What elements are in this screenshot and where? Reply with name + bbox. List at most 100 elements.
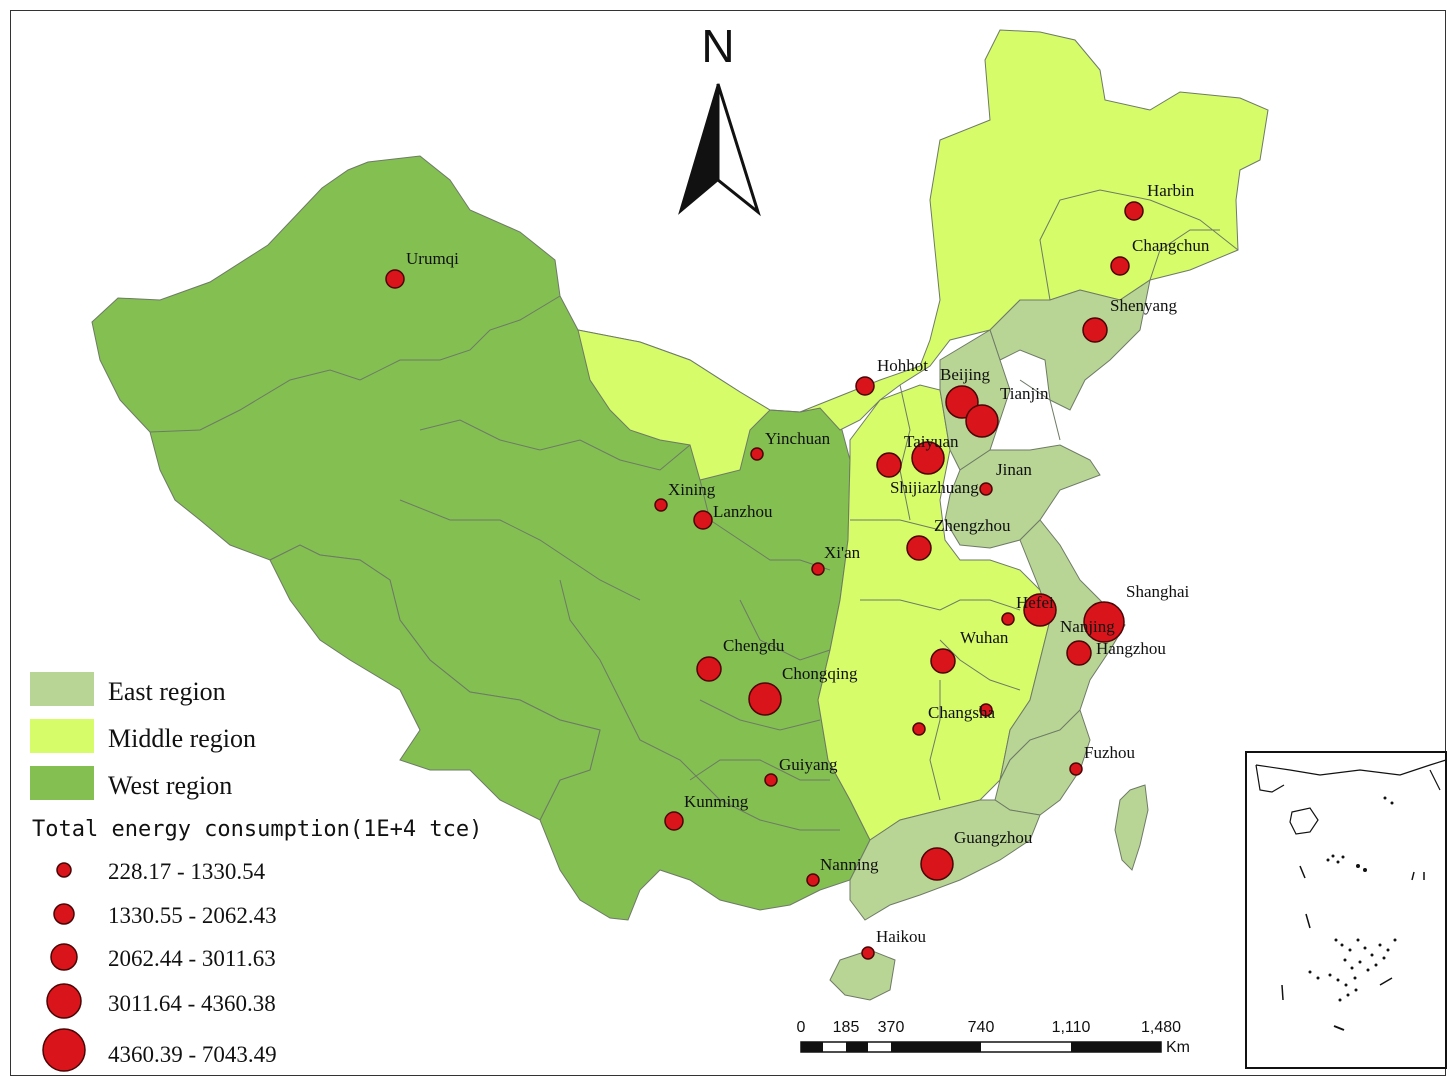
city-marker-urumqi (385, 269, 405, 289)
city-marker-guiyang (764, 773, 778, 787)
legend-class-2-marker (53, 903, 75, 925)
city-marker-xi-an (811, 562, 825, 576)
legend-middle-label: Middle region (108, 724, 256, 753)
city-marker-tianjin (965, 404, 999, 438)
city-label-wuhan: Wuhan (960, 628, 1009, 647)
city-label-nanning: Nanning (820, 855, 879, 874)
north-arrow: N (678, 20, 761, 217)
city-marker-yinchuan (750, 447, 764, 461)
scale-tick-1480: 1,480 (1141, 1019, 1181, 1036)
north-label: N (701, 20, 734, 72)
city-marker-hangzhou (1066, 640, 1092, 666)
shandong-area (944, 444, 1101, 549)
city-label-yinchuan: Yinchuan (765, 429, 831, 448)
inset-frame (1245, 751, 1447, 1069)
scale-seg-3 (891, 1042, 981, 1052)
legend-east-label: East region (108, 677, 226, 706)
city-label-nanjing: Nanjing (1060, 617, 1115, 636)
city-marker-guangzhou (920, 847, 954, 881)
scale-unit: Km (1166, 1039, 1190, 1056)
city-marker-wuhan (930, 648, 956, 674)
city-marker-changsha-region (912, 722, 926, 736)
south-china-sea-inset (1245, 751, 1447, 1069)
city-label-tianjin: Tianjin (1000, 384, 1049, 403)
west-area (91, 155, 871, 921)
city-label-chongqing: Chongqing (782, 664, 858, 683)
liaoning-area (989, 278, 1151, 411)
city-label-hangzhou: Hangzhou (1096, 639, 1166, 658)
legend-east-swatch (30, 672, 94, 706)
city-marker-taiyuan (911, 441, 945, 475)
city-label-xi-an: Xi'an (824, 543, 861, 562)
middle-north-area (577, 29, 1269, 481)
city-marker-nanning (806, 873, 820, 887)
legend-class-5-label: 4360.39 - 7043.49 (108, 1042, 277, 1067)
city-marker-changsha (979, 703, 993, 717)
city-label-haikou: Haikou (876, 927, 927, 946)
legend-class-3-marker (50, 943, 78, 971)
fujian-area (994, 709, 1091, 816)
city-marker-lanzhou (693, 510, 713, 530)
city-label-zhengzhou: Zhengzhou (934, 516, 1011, 535)
city-label-harbin: Harbin (1147, 181, 1195, 200)
city-marker-nanjing (1023, 593, 1057, 627)
north-arrow-left (678, 83, 719, 215)
city-marker-harbin (1124, 201, 1144, 221)
city-label-beijing: Beijing (940, 365, 991, 384)
city-label-guangzhou: Guangzhou (954, 828, 1033, 847)
scale-tick-0: 0 (797, 1019, 806, 1036)
scale-tick-740: 740 (968, 1019, 995, 1036)
legend: East region Middle region West region To… (30, 672, 482, 1072)
city-marker-changchun (1110, 256, 1130, 276)
city-marker-zhengzhou (906, 535, 932, 561)
cities-layer: Harbin Changchun Shenyang Hohhot Beijing Tian… (385, 181, 1210, 960)
legend-class-5-marker (42, 1028, 86, 1072)
city-marker-shenyang (1082, 317, 1108, 343)
hainan-area (829, 949, 896, 1001)
city-marker-chongqing (748, 682, 782, 716)
city-marker-fuzhou (1069, 762, 1083, 776)
xizang-area (269, 544, 601, 821)
city-label-changchun: Changchun (1132, 236, 1210, 255)
legend-class-2-label: 1330.55 - 2062.43 (108, 903, 277, 928)
city-marker-chengdu (696, 656, 722, 682)
city-label-shanghai: Shanghai (1126, 582, 1190, 601)
map-frame (10, 10, 1446, 1076)
legend-middle-swatch (30, 719, 94, 753)
city-label-chengdu: Chengdu (723, 636, 785, 655)
legend-class-1-label: 228.17 - 1330.54 (108, 859, 266, 884)
scale-tick-370: 370 (878, 1019, 905, 1036)
city-label-jinan: Jinan (996, 460, 1032, 479)
legend-class-3-label: 2062.44 - 3011.63 (108, 946, 276, 971)
city-label-taiyuan: Taiyuan (904, 432, 959, 451)
city-marker-kunming (664, 811, 684, 831)
scale-tick-185: 185 (833, 1019, 860, 1036)
city-label-guiyang: Guiyang (779, 755, 838, 774)
city-label-shijiazhuang: Shijiazhuang (890, 478, 979, 497)
city-marker-haikou (861, 946, 875, 960)
legend-class-1-marker (56, 862, 72, 878)
scale-seg-2 (846, 1042, 868, 1052)
legend-title: Total energy consumption(1E+4 tce) (32, 817, 482, 842)
legend-class-4-label: 3011.64 - 4360.38 (108, 991, 276, 1016)
city-marker-xining (654, 498, 668, 512)
city-marker-shijiazhuang (876, 452, 902, 478)
city-label-changsha: Changsha (928, 703, 996, 722)
legend-west-label: West region (108, 771, 232, 800)
legend-west-swatch (30, 766, 94, 800)
city-label-hohhot: Hohhot (877, 356, 928, 375)
city-label-shenyang: Shenyang (1110, 296, 1178, 315)
city-label-xining: Xining (668, 480, 716, 499)
city-label-lanzhou: Lanzhou (713, 502, 773, 521)
city-label-hefei: Hefei (1016, 593, 1054, 612)
city-label-urumqi: Urumqi (406, 249, 459, 268)
inset-hainan (1289, 807, 1319, 835)
north-arrow-right (716, 83, 761, 217)
city-label-kunming: Kunming (684, 792, 749, 811)
legend-class-4-marker (46, 983, 82, 1019)
west-region (91, 155, 871, 921)
city-marker-jinan (979, 482, 993, 496)
scale-seg-4 (1071, 1042, 1161, 1052)
province-boundaries (149, 189, 1239, 831)
